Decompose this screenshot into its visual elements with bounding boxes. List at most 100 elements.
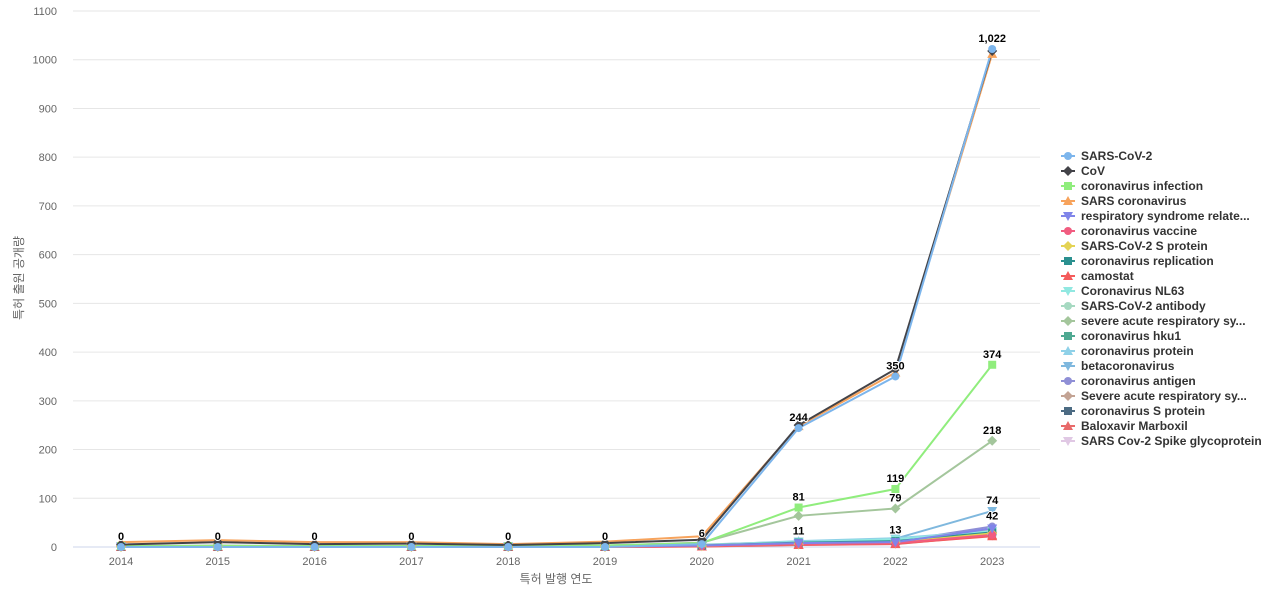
data-point-marker xyxy=(988,530,997,539)
x-tick-label: 2020 xyxy=(690,556,714,568)
data-point-marker xyxy=(504,543,513,551)
y-tick-label: 600 xyxy=(39,250,57,262)
legend-label: CoV xyxy=(1081,164,1105,178)
legend-marker xyxy=(1064,377,1072,385)
legend-label: coronavirus hku1 xyxy=(1081,329,1181,343)
legend-label: coronavirus antigen xyxy=(1081,374,1196,388)
legend-marker xyxy=(1063,421,1073,430)
legend-marker xyxy=(1063,346,1073,355)
legend-label: Baloxavir Marboxil xyxy=(1081,419,1188,433)
legend-item[interactable]: coronavirus protein xyxy=(1061,344,1194,358)
series-line xyxy=(120,439,993,548)
data-point-marker xyxy=(794,424,803,433)
legend-item[interactable]: coronavirus replication xyxy=(1061,254,1214,268)
data-point-marker xyxy=(697,540,706,549)
series-markers xyxy=(116,45,998,552)
legend-label: coronavirus S protein xyxy=(1081,404,1205,418)
legend-label: betacoronavirus xyxy=(1081,359,1175,373)
legend-item[interactable]: respiratory syndrome relate... xyxy=(1061,209,1250,223)
legend-item[interactable]: severe acute respiratory sy... xyxy=(1061,314,1246,328)
y-tick-label: 800 xyxy=(39,152,57,164)
legend-item[interactable]: CoV xyxy=(1061,164,1105,178)
legend-item[interactable]: coronavirus S protein xyxy=(1061,404,1205,418)
data-point-marker xyxy=(601,543,609,551)
legend-label: SARS-CoV-2 antibody xyxy=(1081,299,1206,313)
x-axis-ticks: 2014 2015 2016 2017 2018 2019 2020 2021 2022 2023 xyxy=(109,556,1005,568)
legend-label: coronavirus replication xyxy=(1081,254,1214,268)
data-point-marker xyxy=(988,360,997,369)
x-axis-title: 특허 발행 연도 xyxy=(520,571,593,586)
legend-label: severe acute respiratory sy... xyxy=(1081,314,1246,328)
y-tick-label: 500 xyxy=(39,298,57,310)
legend-item[interactable]: SARS-CoV-2 antibody xyxy=(1061,299,1206,313)
y-tick-label: 400 xyxy=(39,347,57,359)
data-label: 0 xyxy=(505,531,511,543)
legend-label: SARS coronavirus xyxy=(1081,194,1187,208)
x-tick-label: 2017 xyxy=(399,556,423,568)
legend-marker xyxy=(1064,152,1072,160)
data-labels: 0 0 0 0 0 0 6 244 350 1,022 81 119 374 79 218 13 11 74 42 xyxy=(117,32,1007,544)
legend-item[interactable]: SARS Cov-2 Spike glycoprotein xyxy=(1061,434,1262,448)
y-axis-title: 특허 출원 공개량 xyxy=(12,236,26,320)
data-point-marker xyxy=(987,506,998,516)
legend-label: coronavirus infection xyxy=(1081,179,1203,193)
legend-marker xyxy=(1063,316,1073,326)
data-point-marker xyxy=(987,524,998,534)
legend-marker xyxy=(1063,241,1073,251)
data-point-marker xyxy=(891,485,900,494)
legend-item[interactable]: Severe acute respiratory sy... xyxy=(1061,389,1247,403)
x-tick-label: 2019 xyxy=(593,556,617,568)
x-tick-label: 2014 xyxy=(109,556,133,568)
legend-marker xyxy=(1063,212,1073,221)
legend-item[interactable]: coronavirus infection xyxy=(1061,179,1203,193)
y-axis-ticks: 0 100 200 300 400 500 600 700 800 900 1000 1100 xyxy=(33,6,57,554)
legend-item[interactable]: coronavirus antigen xyxy=(1061,374,1196,388)
data-label: 81 xyxy=(792,492,804,504)
legend-item[interactable]: SARS-CoV-2 xyxy=(1061,149,1153,163)
data-label: 0 xyxy=(118,531,124,543)
data-point-marker xyxy=(891,372,900,381)
legend-marker xyxy=(1063,391,1073,401)
data-point-marker xyxy=(793,510,804,521)
legend-marker xyxy=(1063,196,1073,205)
data-label: 79 xyxy=(889,493,901,505)
x-tick-label: 2021 xyxy=(786,556,810,568)
data-label: 0 xyxy=(408,531,414,543)
data-label: 0 xyxy=(602,531,608,543)
legend-item[interactable]: Coronavirus NL63 xyxy=(1061,284,1185,298)
data-label: 218 xyxy=(983,425,1001,437)
legend-marker xyxy=(1064,182,1072,190)
legend-item[interactable]: camostat xyxy=(1061,269,1134,283)
x-tick-label: 2016 xyxy=(302,556,326,568)
y-tick-label: 0 xyxy=(51,542,57,554)
data-point-marker xyxy=(793,539,804,549)
data-point-marker xyxy=(794,503,803,512)
legend-item[interactable]: SARS-CoV-2 S protein xyxy=(1061,239,1208,253)
legend-item[interactable]: coronavirus vaccine xyxy=(1061,224,1197,238)
series-line xyxy=(120,53,994,546)
legend-marker xyxy=(1063,271,1073,280)
legend-marker xyxy=(1063,437,1073,446)
legend-item[interactable]: betacoronavirus xyxy=(1061,359,1175,373)
legend-marker xyxy=(1063,362,1073,371)
legend-marker xyxy=(1064,227,1072,235)
data-label: 119 xyxy=(887,473,905,485)
legend-marker xyxy=(1064,407,1072,415)
y-tick-label: 700 xyxy=(39,201,57,213)
data-label: 374 xyxy=(983,349,1002,361)
legend-label: coronavirus protein xyxy=(1081,344,1194,358)
data-label: 6 xyxy=(699,528,705,540)
legend-item[interactable]: Baloxavir Marboxil xyxy=(1061,419,1188,433)
legend-item[interactable]: SARS coronavirus xyxy=(1061,194,1187,208)
data-point-marker xyxy=(890,364,901,375)
y-tick-label: 1000 xyxy=(33,55,57,67)
legend-label: camostat xyxy=(1081,269,1134,283)
legend-item[interactable]: coronavirus hku1 xyxy=(1061,329,1181,343)
data-point-marker xyxy=(407,543,416,551)
data-label: 350 xyxy=(886,360,904,372)
x-tick-label: 2015 xyxy=(206,556,230,568)
data-label: 244 xyxy=(789,412,808,424)
gridlines xyxy=(73,10,1040,548)
legend-label: Coronavirus NL63 xyxy=(1081,284,1185,298)
